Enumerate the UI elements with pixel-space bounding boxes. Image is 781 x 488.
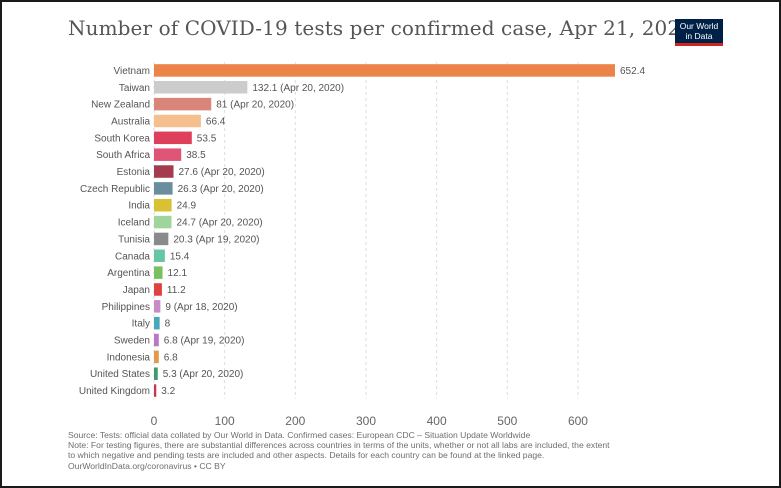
category-label: Taiwan — [119, 83, 150, 94]
source-link[interactable]: OurWorldInData.org/coronavirus • CC BY — [68, 460, 226, 471]
value-label: 6.8 — [164, 352, 178, 363]
x-tick-label: 500 — [497, 414, 517, 425]
logo-line-2: in Data — [685, 31, 713, 41]
bar[interactable] — [154, 232, 169, 246]
value-label: 652.4 — [620, 66, 645, 77]
category-label: Sweden — [114, 336, 150, 347]
chart-footer: Source: Tests: official data collated by… — [68, 430, 758, 471]
category-label: South Korea — [94, 133, 150, 144]
category-labels: Vietnam Taiwan New Zealand Australia South K… — [79, 66, 151, 397]
value-label: 26.3 (Apr 20, 2020) — [178, 184, 264, 195]
x-tick-label: 100 — [215, 414, 235, 425]
bar[interactable] — [154, 384, 157, 397]
source-note: Source: Tests: official data collated by… — [68, 430, 531, 440]
bar[interactable] — [154, 165, 174, 178]
bar[interactable] — [154, 64, 615, 77]
category-label: India — [128, 201, 150, 212]
category-label: Philippines — [102, 302, 150, 313]
owid-logo[interactable]: Our World in Data — [675, 19, 723, 46]
bar[interactable] — [154, 350, 159, 364]
category-label: United Kingdom — [79, 386, 150, 397]
testing-note-2: to which negative and pending tests are … — [68, 450, 545, 461]
value-label: 6.8 (Apr 19, 2020) — [164, 336, 245, 347]
category-label: Indonesia — [107, 352, 151, 363]
category-label: New Zealand — [91, 100, 150, 111]
value-label: 66.4 — [206, 116, 226, 127]
category-label: Czech Republic — [80, 184, 150, 195]
value-label: 12.1 — [168, 268, 188, 279]
chart-title: Number of COVID-19 tests per confirmed c… — [68, 16, 694, 40]
bar[interactable] — [154, 266, 163, 279]
category-label: Vietnam — [113, 66, 150, 77]
value-label: 15.4 — [170, 251, 190, 262]
logo-line-1: Our World — [679, 21, 719, 31]
value-label: 20.3 (Apr 19, 2020) — [173, 234, 259, 245]
bar[interactable] — [154, 333, 159, 347]
x-tick-label: 0 — [151, 414, 158, 425]
bar[interactable] — [154, 131, 192, 145]
bar[interactable] — [154, 283, 162, 296]
bar[interactable] — [154, 97, 212, 111]
category-label: Iceland — [118, 218, 150, 229]
category-label: Estonia — [117, 167, 151, 178]
bar[interactable] — [154, 182, 173, 195]
bar[interactable] — [154, 198, 172, 212]
bar[interactable] — [154, 215, 172, 229]
value-label: 132.1 (Apr 20, 2020) — [252, 83, 344, 94]
x-tick-label: 300 — [356, 414, 376, 425]
value-label: 11.2 — [167, 285, 186, 296]
x-tick-label: 400 — [427, 414, 447, 425]
category-label: Japan — [123, 285, 150, 296]
bar[interactable] — [154, 81, 248, 94]
category-label: United States — [90, 369, 150, 380]
category-label: Italy — [132, 319, 150, 330]
value-label: 9 (Apr 18, 2020) — [165, 302, 237, 313]
category-label: Canada — [115, 251, 150, 262]
value-label: 5.3 (Apr 20, 2020) — [163, 369, 244, 380]
bar[interactable] — [154, 148, 182, 161]
bars — [154, 64, 615, 397]
category-label: Australia — [111, 116, 150, 127]
x-tick-label: 600 — [568, 414, 588, 425]
value-label: 81 (Apr 20, 2020) — [216, 100, 294, 111]
category-label: South Africa — [96, 150, 150, 161]
x-tick-labels: 0 100 200 300 400 500 600 — [151, 414, 589, 425]
category-label: Argentina — [107, 268, 150, 279]
value-label: 27.6 (Apr 20, 2020) — [179, 167, 265, 178]
value-label: 53.5 — [197, 133, 217, 144]
bar[interactable] — [154, 316, 160, 330]
category-label: Tunisia — [118, 234, 150, 245]
value-label: 38.5 — [186, 150, 206, 161]
value-label: 24.9 — [177, 201, 197, 212]
bar[interactable] — [154, 300, 161, 313]
bar[interactable] — [154, 114, 201, 128]
value-label: 3.2 — [161, 386, 175, 397]
bar[interactable] — [154, 367, 158, 380]
x-tick-label: 200 — [285, 414, 305, 425]
value-label: 24.7 (Apr 20, 2020) — [176, 218, 262, 229]
testing-note-1: Note: For testing figures, there are sub… — [68, 440, 610, 451]
value-label: 8 — [165, 319, 171, 330]
bar[interactable] — [154, 249, 165, 263]
value-labels: 652.4 132.1 (Apr 20, 2020) 81 (Apr 20, 202… — [161, 66, 645, 397]
grid-lines — [153, 62, 579, 399]
bar-chart: Vietnam Taiwan New Zealand Australia South K… — [79, 62, 645, 425]
